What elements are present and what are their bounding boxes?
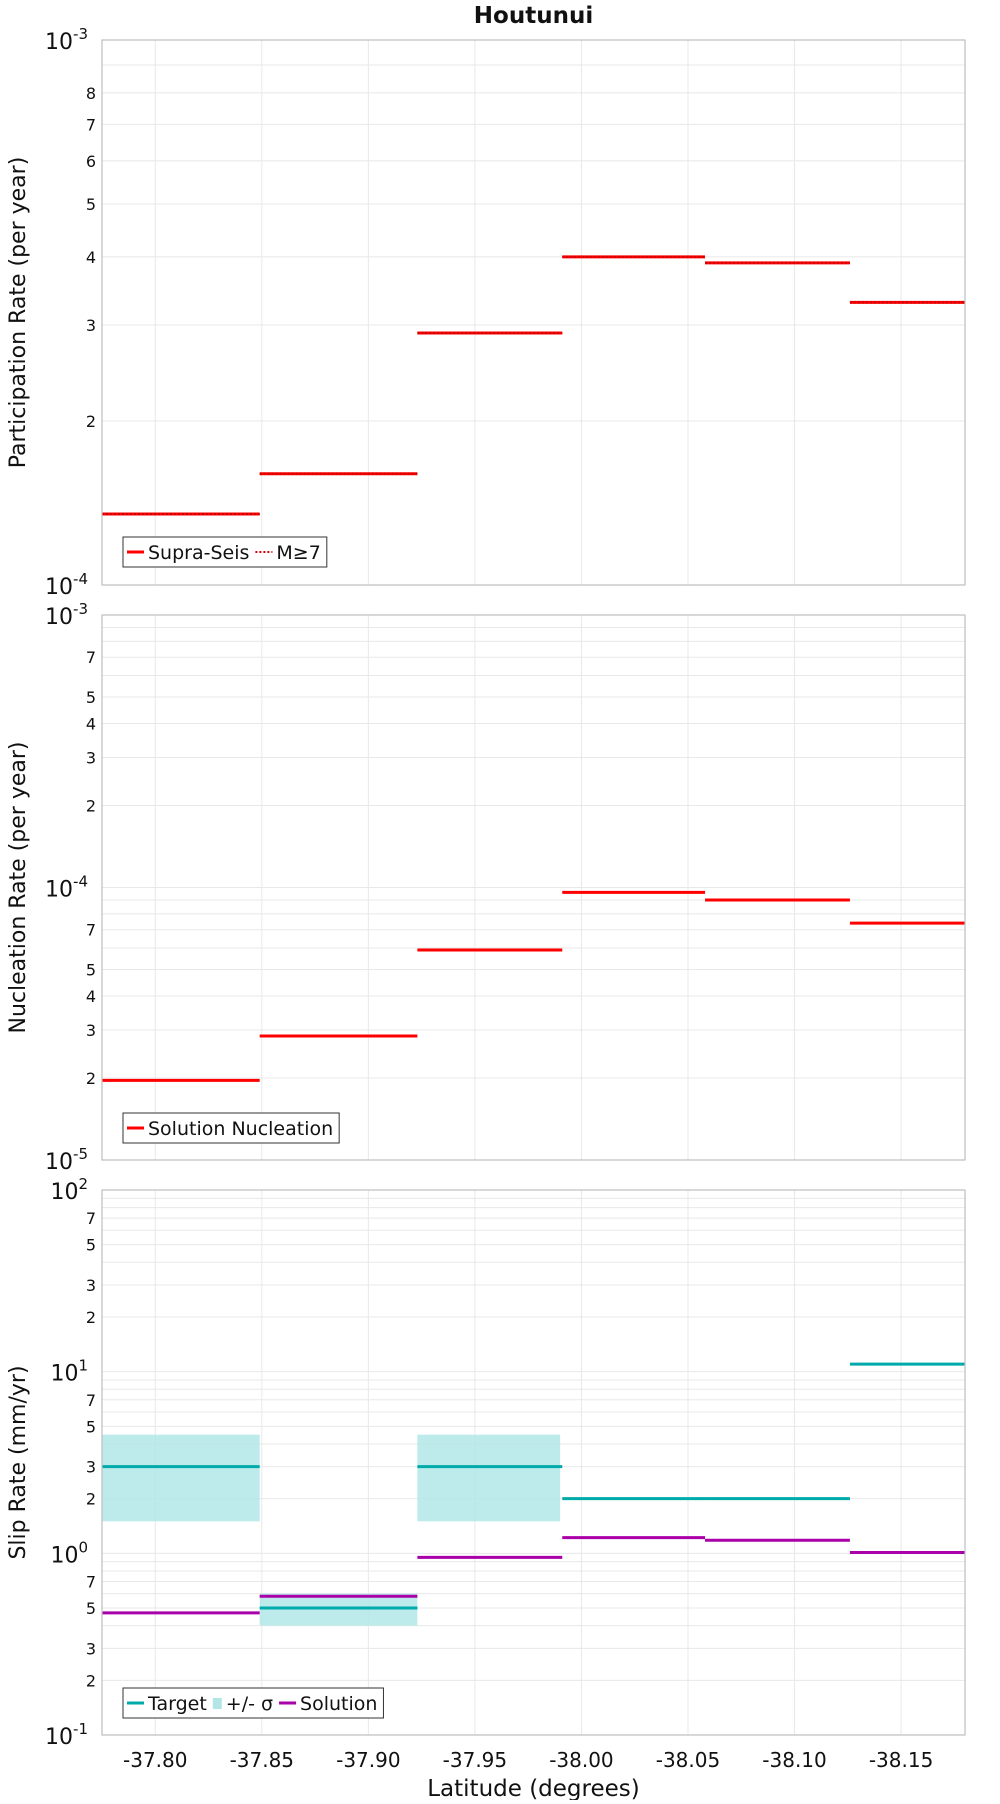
legend: Supra-Seis M≥7: [122, 536, 328, 568]
tick-exponent: -3: [73, 600, 88, 618]
tick-exponent: -5: [73, 1145, 88, 1163]
y-minor-tick-label: 4: [86, 248, 96, 267]
plot-frame: [101, 39, 966, 586]
x-tick-label: -38.10: [762, 1748, 826, 1772]
y-minor-tick-label: 5: [86, 688, 96, 707]
legend-label: Supra-Seis: [148, 542, 249, 564]
sigma-band-segment: [102, 1434, 260, 1522]
legend-label: Solution: [300, 1693, 377, 1715]
legend-label: Solution Nucleation: [148, 1118, 333, 1140]
y-major-tick-label: 10-3: [45, 25, 88, 55]
tick-base: 10: [50, 1180, 78, 1205]
y-minor-tick-label: 3: [86, 1276, 96, 1295]
legend: Target +/- σ Solution: [122, 1687, 384, 1719]
tick-base: 10: [45, 1725, 73, 1750]
sigma-band-segment: [259, 1593, 418, 1626]
tick-base: 10: [50, 1362, 78, 1387]
sigma-band-segment: [417, 1434, 561, 1522]
y-minor-tick-label: 5: [86, 1599, 96, 1618]
y-minor-tick-label: 7: [86, 1209, 96, 1228]
y-minor-tick-label: 2: [86, 1671, 96, 1690]
y-minor-tick-label: 3: [86, 316, 96, 335]
y-minor-tick-label: 4: [86, 987, 96, 1006]
y-minor-tick-label: 3: [86, 1458, 96, 1477]
tick-exponent: -4: [73, 570, 88, 588]
series-target: [102, 1362, 965, 1610]
tick-exponent: 1: [78, 1357, 88, 1375]
y-axis-label: Slip Rate (mm/yr): [6, 1365, 31, 1559]
series-solution: [102, 1536, 965, 1615]
y-axis-label: Nucleation Rate (per year): [6, 742, 31, 1034]
tick-exponent: -1: [73, 1720, 88, 1738]
y-major-tick-label: 10-3: [45, 600, 88, 630]
tick-exponent: -4: [73, 873, 88, 891]
y-major-tick-label: 10-1: [45, 1720, 88, 1750]
y-minor-tick-label: 3: [86, 748, 96, 767]
x-tick-label: -37.90: [336, 1748, 400, 1772]
x-tick-label: -37.80: [123, 1748, 187, 1772]
tick-exponent: -3: [73, 25, 88, 43]
y-major-tick-label: 101: [50, 1357, 88, 1387]
plot-frame: [101, 614, 966, 1161]
y-minor-tick-label: 2: [86, 1069, 96, 1088]
series-supra-seis: [102, 255, 965, 516]
tick-exponent: 0: [78, 1538, 88, 1556]
legend: Solution Nucleation: [122, 1112, 340, 1144]
y-major-tick-label: 10-4: [45, 570, 88, 600]
tick-base: 10: [45, 1150, 73, 1175]
y-major-tick-label: 102: [50, 1175, 88, 1205]
y-minor-tick-label: 6: [86, 152, 96, 171]
y-minor-tick-label: 7: [86, 1391, 96, 1410]
x-tick-label: -37.85: [230, 1748, 294, 1772]
y-minor-tick-label: 8: [86, 84, 96, 103]
chart-title: Houtunui: [474, 3, 593, 29]
y-minor-tick-label: 7: [86, 648, 96, 667]
y-minor-tick-label: 2: [86, 1308, 96, 1327]
legend-swatch-band: [212, 1698, 222, 1709]
y-minor-tick-label: 3: [86, 1021, 96, 1040]
y-minor-tick-label: 7: [86, 921, 96, 940]
y-minor-tick-label: 7: [86, 1572, 96, 1591]
x-tick-label: -38.00: [549, 1748, 613, 1772]
y-minor-tick-label: 4: [86, 714, 96, 733]
legend-label: M≥7: [276, 542, 320, 564]
tick-exponent: 2: [78, 1175, 88, 1193]
tick-base: 10: [45, 30, 73, 55]
tick-base: 10: [45, 605, 73, 630]
x-tick-label: -38.15: [869, 1748, 933, 1772]
x-axis-label: Latitude (degrees): [427, 1776, 640, 1800]
y-major-tick-label: 10-4: [45, 873, 88, 903]
series-m-7: [102, 255, 965, 515]
x-tick-label: -38.05: [656, 1748, 720, 1772]
y-major-tick-label: 100: [50, 1538, 88, 1568]
y-minor-tick-label: 2: [86, 1490, 96, 1509]
y-minor-tick-label: 5: [86, 1417, 96, 1436]
series-solution-nucleation: [102, 890, 965, 1082]
tick-base: 10: [50, 1543, 78, 1568]
y-minor-tick-label: 3: [86, 1639, 96, 1658]
y-major-tick-label: 10-5: [45, 1145, 88, 1175]
tick-base: 10: [45, 878, 73, 903]
legend-label: Target: [147, 1693, 207, 1715]
legend-label: +/- σ: [226, 1693, 273, 1715]
legend-box: [122, 1112, 340, 1144]
tick-base: 10: [45, 575, 73, 600]
y-minor-tick-label: 5: [86, 1236, 96, 1255]
legend-box: [122, 1687, 384, 1719]
y-axis-label: Participation Rate (per year): [6, 157, 31, 469]
y-minor-tick-label: 5: [86, 961, 96, 980]
legend-box: [122, 536, 328, 568]
y-minor-tick-label: 5: [86, 195, 96, 214]
x-tick-label: -37.95: [443, 1748, 507, 1772]
y-minor-tick-label: 2: [86, 412, 96, 431]
plot-frame: [101, 1189, 966, 1736]
y-minor-tick-label: 7: [86, 115, 96, 134]
y-minor-tick-label: 2: [86, 796, 96, 815]
